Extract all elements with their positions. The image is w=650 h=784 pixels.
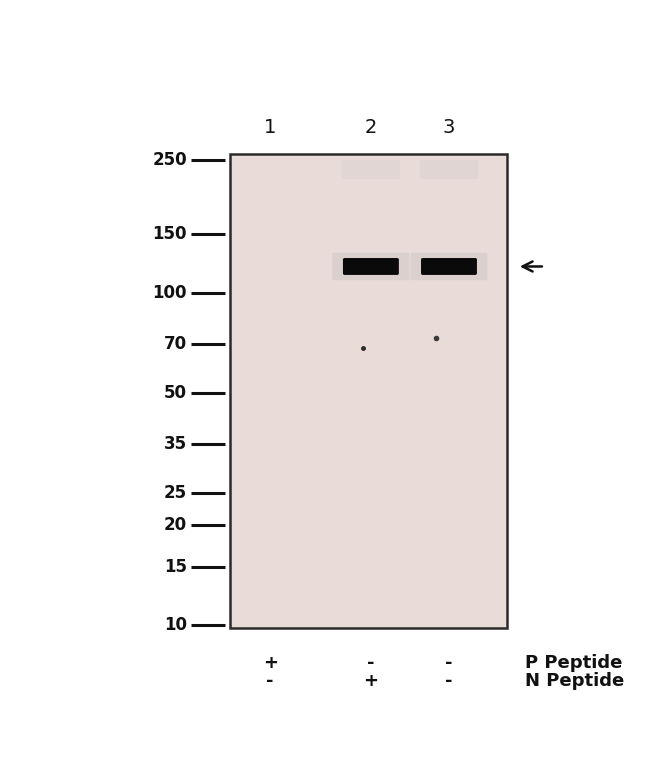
FancyBboxPatch shape: [421, 258, 477, 275]
Text: 35: 35: [164, 435, 187, 453]
FancyBboxPatch shape: [343, 258, 399, 275]
Text: 100: 100: [153, 284, 187, 302]
FancyBboxPatch shape: [420, 160, 478, 179]
Text: P Peptide: P Peptide: [525, 654, 622, 672]
Text: 2: 2: [365, 118, 377, 136]
FancyBboxPatch shape: [332, 252, 410, 280]
Text: 50: 50: [164, 384, 187, 402]
Text: -: -: [445, 672, 453, 690]
Text: N Peptide: N Peptide: [525, 672, 624, 690]
Text: +: +: [363, 672, 378, 690]
Text: 70: 70: [164, 336, 187, 354]
FancyBboxPatch shape: [342, 160, 400, 179]
Text: -: -: [367, 654, 374, 672]
FancyBboxPatch shape: [410, 252, 488, 280]
Text: 20: 20: [164, 516, 187, 534]
Text: 1: 1: [264, 118, 276, 136]
Text: -: -: [266, 672, 274, 690]
Text: 15: 15: [164, 557, 187, 575]
Text: -: -: [445, 654, 453, 672]
Text: 10: 10: [164, 616, 187, 634]
Text: 250: 250: [152, 151, 187, 169]
Bar: [230, 154, 507, 628]
Text: 3: 3: [443, 118, 455, 136]
Text: 25: 25: [164, 484, 187, 502]
Text: 150: 150: [153, 225, 187, 243]
Text: +: +: [263, 654, 278, 672]
